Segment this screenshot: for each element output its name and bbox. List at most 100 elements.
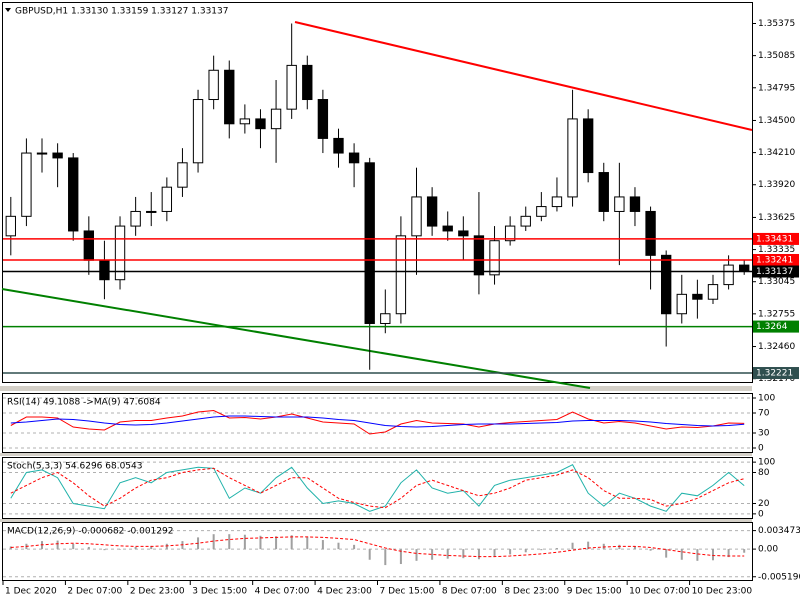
y-tick-label: 80 — [758, 468, 770, 478]
trend-line — [294, 21, 753, 131]
x-tick-label: 1 Dec 2020 — [5, 587, 57, 597]
candle-body — [52, 152, 63, 159]
y-tick-label: 1.33045 — [758, 277, 795, 287]
candle-body — [660, 254, 672, 315]
y-tick-label: 1.32460 — [758, 342, 795, 352]
candle-body — [270, 108, 282, 130]
candle-body — [146, 210, 157, 213]
candle-body — [21, 152, 32, 217]
indicator-line — [10, 536, 745, 558]
x-tick-label: 10 Dec 23:00 — [692, 587, 753, 597]
histogram-bar — [321, 540, 324, 550]
histogram-bar — [493, 549, 496, 557]
panel-title: GBPUSD,H1 1.33130 1.33159 1.33127 1.3313… — [15, 7, 228, 17]
histogram-bar — [228, 534, 231, 550]
y-tick-label: 20 — [758, 499, 770, 509]
candle-body — [99, 259, 110, 281]
x-tick-label: 9 Dec 15:00 — [567, 587, 622, 597]
histogram-bar — [711, 549, 714, 561]
histogram-bar — [743, 549, 746, 553]
candle-body — [582, 118, 594, 174]
histogram-bar — [337, 542, 340, 550]
histogram-bar — [571, 542, 574, 550]
x-tick-label: 10 Dec 07:00 — [629, 587, 690, 597]
y-tick-label: -0.005190 — [758, 572, 800, 582]
x-tick-label: 7 Dec 15:00 — [380, 587, 435, 597]
x-tick-label: 4 Dec 23:00 — [317, 587, 372, 597]
price-tag — [753, 265, 799, 278]
candle-body — [458, 230, 469, 237]
x-tick-label: 4 Dec 07:00 — [255, 587, 310, 597]
candle-body — [114, 225, 126, 281]
candle-body — [442, 225, 453, 232]
histogram-bar — [524, 549, 527, 553]
histogram-bar — [587, 541, 590, 550]
x-tick-label: 3 Dec 15:00 — [192, 587, 247, 597]
main-panel — [2, 2, 753, 383]
candle-body — [598, 172, 609, 212]
histogram-bar — [56, 540, 59, 550]
histogram-bar — [243, 534, 246, 550]
histogram-bar — [446, 549, 449, 559]
indicator-line — [10, 415, 745, 428]
histogram-bar — [540, 549, 543, 551]
candle-body — [551, 196, 563, 208]
histogram-bar — [415, 549, 418, 561]
histogram-bar — [259, 535, 262, 550]
histogram-bar — [306, 536, 309, 550]
candle-body — [333, 137, 344, 154]
price-tag-label: 1.3264 — [756, 322, 788, 332]
candle-body — [536, 206, 547, 217]
candle-body — [130, 210, 141, 227]
histogram-bar — [384, 549, 387, 566]
histogram-bar — [165, 543, 168, 550]
rsi-panel — [2, 393, 753, 453]
x-tick-label: 2 Dec 23:00 — [130, 587, 185, 597]
candle-body — [177, 162, 188, 188]
x-tick-label: 2 Dec 07:00 — [67, 587, 122, 597]
candle-body — [645, 210, 656, 256]
histogram-bar — [618, 544, 621, 550]
histogram-bar — [368, 549, 371, 560]
candle-body — [364, 162, 375, 324]
splitter — [0, 519, 752, 522]
candle-body — [36, 152, 48, 155]
candle-body — [348, 152, 360, 164]
indicator-line — [10, 467, 745, 509]
candle-body — [692, 293, 703, 300]
candle-body — [317, 99, 329, 139]
candle-body — [192, 99, 204, 164]
candle-body — [520, 215, 531, 227]
candle-body — [426, 196, 438, 227]
price-tag — [753, 232, 799, 245]
candle-body — [411, 196, 422, 237]
histogram-bar — [462, 549, 465, 559]
y-tick-label: 1.33625 — [758, 213, 795, 223]
menu-arrow[interactable] — [5, 8, 11, 12]
y-tick-label: 1.34210 — [758, 148, 795, 158]
candle-body — [239, 118, 251, 125]
histogram-bar — [72, 543, 75, 550]
y-tick-label: 100 — [758, 458, 775, 468]
y-tick-label: 0.00 — [758, 545, 778, 555]
x-tick-label: 8 Dec 23:00 — [504, 587, 559, 597]
histogram-bar — [665, 549, 668, 558]
price-tag-label: 1.33241 — [756, 255, 793, 265]
panel-title: RSI(14) 49.1088 ->MA(9) 47.6084 — [7, 398, 161, 408]
y-tick-label: 100 — [758, 394, 775, 404]
histogram-bar — [134, 546, 137, 550]
histogram-bar — [696, 549, 699, 561]
histogram-bar — [727, 549, 730, 558]
candle-body — [161, 186, 173, 212]
indicator-line — [10, 409, 745, 435]
y-tick-label: 1.34795 — [758, 83, 795, 93]
histogram-bar — [103, 549, 106, 551]
y-tick-label: 1.35375 — [758, 19, 795, 29]
histogram-bar — [275, 536, 278, 550]
y-tick-label: 0 — [758, 444, 764, 454]
candle-body — [302, 64, 313, 101]
candle-body — [489, 240, 500, 276]
candle-body — [208, 69, 219, 101]
y-tick-label: 1.35085 — [758, 51, 795, 61]
panel-title: Stoch(5,3,3) 54.6296 68.0543 — [7, 462, 142, 472]
